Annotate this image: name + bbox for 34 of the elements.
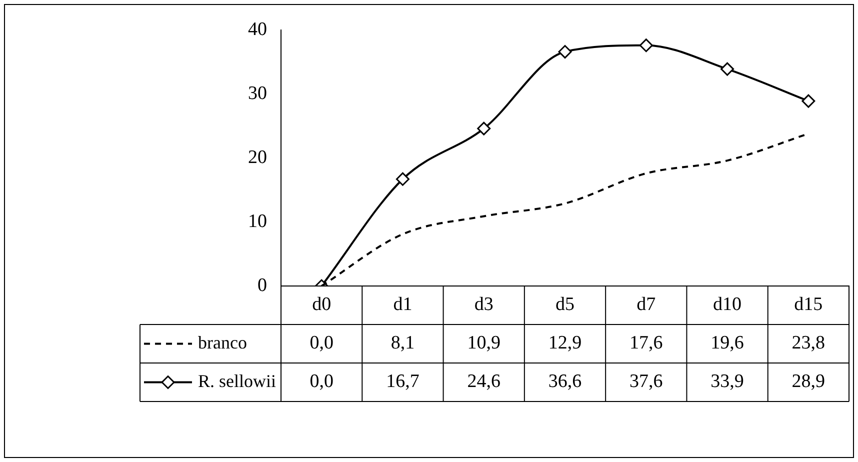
point	[396, 172, 410, 186]
x-tick-label: d7	[636, 294, 656, 316]
data-label: 16,7	[386, 371, 420, 392]
data-label: 10,9	[467, 332, 500, 354]
x-tick-label: d1	[393, 294, 412, 316]
x-tick-label: d10	[713, 294, 742, 316]
x-tick-label: d0	[312, 294, 332, 316]
data-label: 0,0	[310, 371, 334, 392]
point	[639, 38, 653, 52]
x-tick-label: d5	[556, 294, 574, 316]
point	[802, 94, 816, 108]
y-tick-label: 10	[248, 210, 267, 232]
data-label: 24,6	[467, 371, 500, 392]
y-tick-label: 20	[248, 146, 267, 168]
y-tick-label: 30	[248, 82, 267, 104]
point	[477, 122, 491, 136]
y-tick-label: 40	[248, 18, 267, 40]
legend-label: branco	[198, 332, 247, 352]
x-tick-label: d3	[474, 294, 494, 316]
data-label: 23,8	[792, 332, 826, 354]
data-label: 37,6	[630, 371, 663, 392]
data-label: 12,9	[548, 332, 582, 354]
data-label: 0,0	[310, 332, 334, 354]
y-tick-label: 0	[258, 274, 267, 296]
data-label: 28,9	[792, 371, 826, 392]
point	[720, 62, 734, 76]
x-tick-label: d15	[794, 294, 823, 316]
data-label: 33,9	[710, 371, 744, 392]
data-label: 19,6	[710, 332, 744, 354]
point	[558, 45, 572, 59]
legend-label: R. sellowii	[198, 370, 276, 391]
data-label: 17,6	[630, 332, 663, 354]
data-label: 36,6	[548, 371, 582, 392]
data-label: 8,1	[390, 332, 415, 354]
